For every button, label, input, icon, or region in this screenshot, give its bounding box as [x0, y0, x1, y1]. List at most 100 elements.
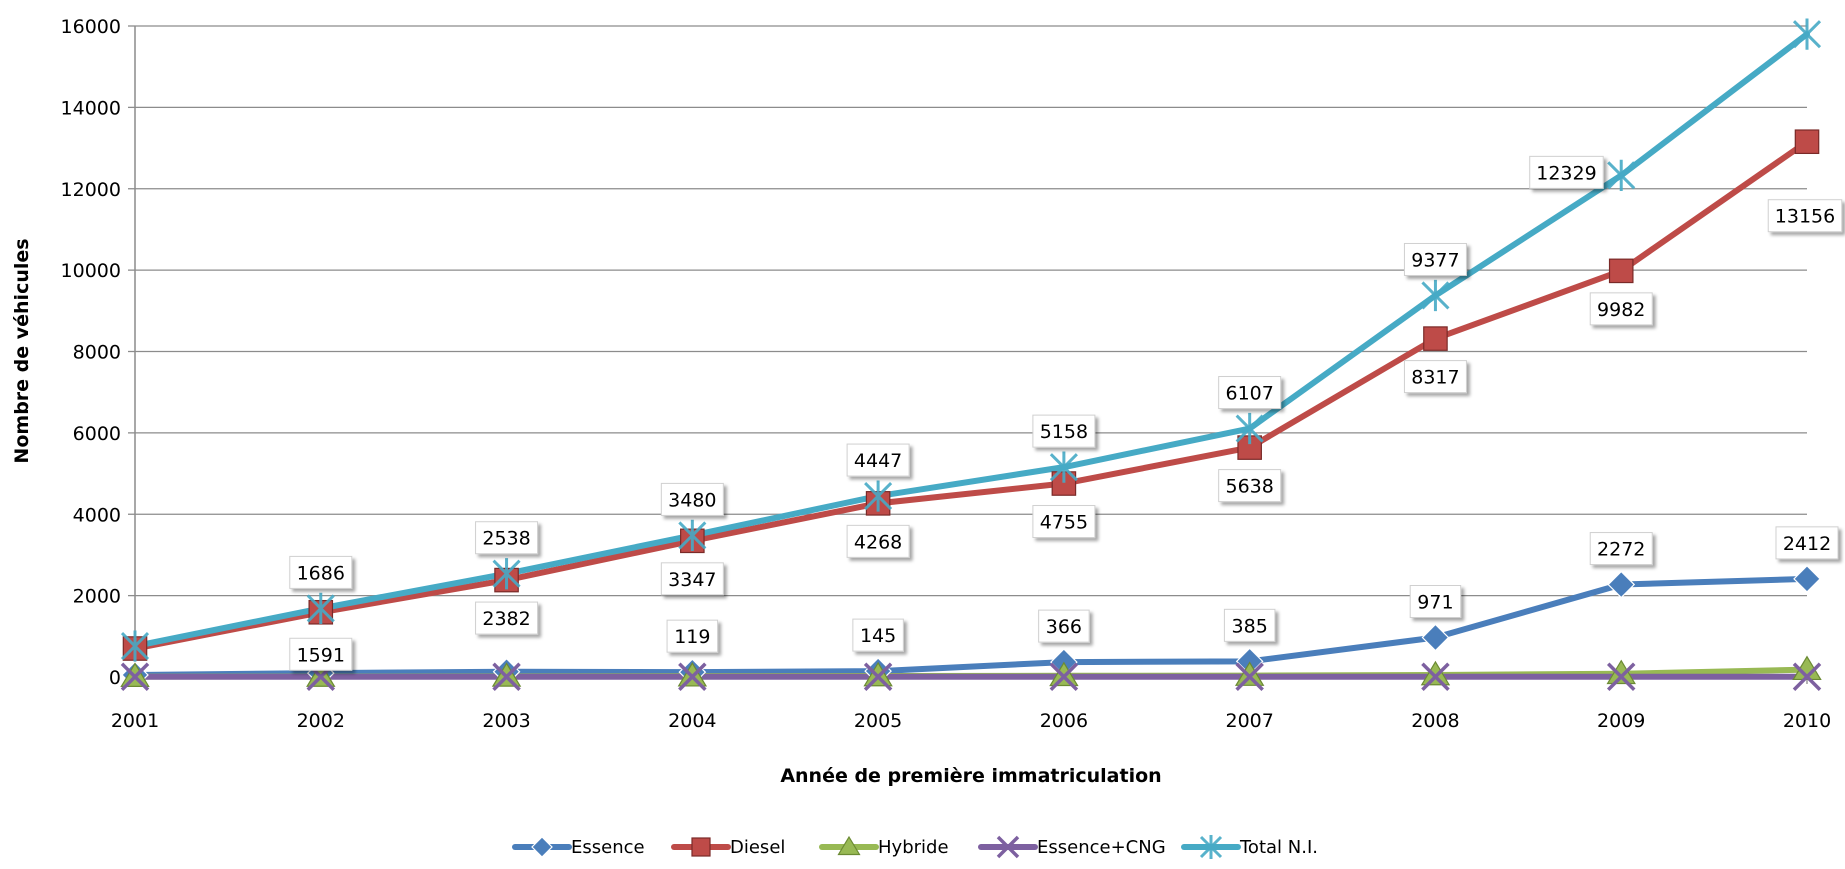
- svg-text:385: 385: [1232, 615, 1268, 637]
- data-point: [678, 519, 707, 552]
- data-point: [1792, 662, 1822, 692]
- data-point: [1608, 258, 1634, 284]
- data-label: 1686: [289, 555, 353, 589]
- svg-text:9982: 9982: [1597, 299, 1645, 321]
- svg-text:971: 971: [1417, 591, 1453, 613]
- svg-text:12329: 12329: [1536, 162, 1596, 184]
- svg-text:145: 145: [860, 625, 896, 647]
- data-label: 119: [666, 619, 719, 653]
- data-point: [1793, 565, 1821, 593]
- data-point: [863, 662, 893, 692]
- svg-text:8317: 8317: [1411, 367, 1459, 389]
- data-point: [120, 662, 150, 692]
- svg-text:Essence: Essence: [571, 837, 645, 858]
- svg-text:3480: 3480: [668, 489, 716, 511]
- data-point: [492, 662, 521, 692]
- legend-item: Total N.I.: [1181, 835, 1318, 859]
- data-point: [1235, 662, 1264, 692]
- data-point: [1049, 662, 1079, 692]
- y-tick-label: 8000: [73, 342, 121, 364]
- svg-text:6107: 6107: [1225, 383, 1273, 405]
- svg-text:366: 366: [1046, 616, 1082, 638]
- data-label: 145: [852, 618, 904, 652]
- y-tick-label: 14000: [61, 97, 121, 119]
- svg-text:1686: 1686: [297, 562, 345, 584]
- data-point: [1792, 18, 1822, 50]
- data-point: [492, 558, 521, 590]
- data-label: 9982: [1589, 292, 1653, 326]
- data-label: 2412: [1775, 526, 1839, 560]
- legend: Essence Diesel Hybride Essence+CNG Total N.I…: [512, 835, 1318, 859]
- data-point: [1235, 412, 1264, 445]
- data-label: 4755: [1032, 505, 1096, 539]
- x-tick-label: 2007: [1225, 710, 1273, 732]
- series-line: [132, 138, 1810, 652]
- data-label: 1591: [289, 637, 353, 671]
- svg-text:119: 119: [674, 626, 710, 648]
- data-point: [1234, 661, 1265, 686]
- data-label: 2538: [475, 521, 539, 555]
- data-point: [678, 662, 707, 692]
- x-tick-label: 2003: [482, 710, 530, 732]
- data-label: 366: [1038, 609, 1090, 643]
- svg-text:5638: 5638: [1225, 476, 1273, 498]
- svg-text:2412: 2412: [1783, 533, 1831, 555]
- x-tick-label: 2005: [854, 710, 902, 732]
- legend-item: Essence: [512, 836, 645, 858]
- data-label: 8317: [1403, 360, 1467, 394]
- svg-text:3347: 3347: [668, 569, 716, 591]
- data-label: 12329: [1529, 155, 1604, 189]
- legend-item: Hybride: [819, 835, 949, 858]
- y-tick-label: 0: [109, 667, 121, 689]
- svg-text:2382: 2382: [482, 608, 530, 630]
- data-label: 4447: [846, 443, 910, 477]
- data-point: [1420, 660, 1451, 686]
- series-lines: [132, 31, 1810, 680]
- x-axis-title: Année de première immatriculation: [780, 765, 1161, 787]
- x-tick-label: 2008: [1411, 710, 1459, 732]
- data-label: 6107: [1218, 376, 1282, 410]
- data-label: 3347: [660, 562, 724, 596]
- data-label: 4268: [846, 524, 910, 558]
- data-point: [120, 630, 150, 662]
- data-label: 2382: [475, 601, 539, 635]
- series-line: [132, 575, 1810, 678]
- data-label: 5638: [1218, 469, 1282, 503]
- y-tick-label: 6000: [73, 423, 121, 445]
- data-label: 971: [1409, 584, 1462, 618]
- data-label: 2272: [1589, 532, 1653, 566]
- data-point: [1049, 661, 1079, 687]
- svg-text:4447: 4447: [854, 450, 902, 472]
- data-labels: 119 145 366 385 971 2272 2412 1591 2382 3347 4268 4…: [289, 155, 1843, 671]
- data-point: [1049, 451, 1078, 483]
- x-tick-label: 2006: [1040, 710, 1088, 732]
- data-point: [1794, 129, 1820, 155]
- svg-text:Essence+CNG: Essence+CNG: [1037, 837, 1166, 858]
- series-markers: [120, 18, 1822, 692]
- x-tick-label: 2009: [1597, 710, 1645, 732]
- data-point: [1421, 279, 1450, 312]
- series-line: [132, 31, 1810, 650]
- svg-text:4268: 4268: [854, 531, 902, 553]
- svg-text:1591: 1591: [297, 644, 345, 666]
- x-tick-label: 2001: [111, 710, 159, 732]
- svg-text:2272: 2272: [1597, 539, 1645, 561]
- data-label: 13156: [1767, 199, 1843, 233]
- data-point: [1423, 326, 1448, 351]
- svg-text:9377: 9377: [1411, 249, 1459, 271]
- y-tick-label: 4000: [73, 504, 121, 526]
- y-tick-label: 10000: [61, 260, 121, 282]
- svg-text:Hybride: Hybride: [878, 837, 949, 858]
- y-tick-label: 12000: [61, 179, 121, 201]
- axes: 0 2000 4000 6000 8000 10000 12000 14000 16000 200…: [61, 16, 1832, 732]
- svg-text:2538: 2538: [482, 528, 530, 550]
- svg-text:4755: 4755: [1040, 512, 1088, 534]
- svg-text:Total N.I.: Total N.I.: [1239, 837, 1318, 858]
- data-label: 5158: [1032, 414, 1096, 448]
- data-label: 3480: [660, 482, 724, 516]
- data-point: [864, 480, 893, 512]
- data-point: [1606, 662, 1636, 692]
- data-point: [1421, 623, 1450, 652]
- data-label: 9377: [1403, 242, 1467, 276]
